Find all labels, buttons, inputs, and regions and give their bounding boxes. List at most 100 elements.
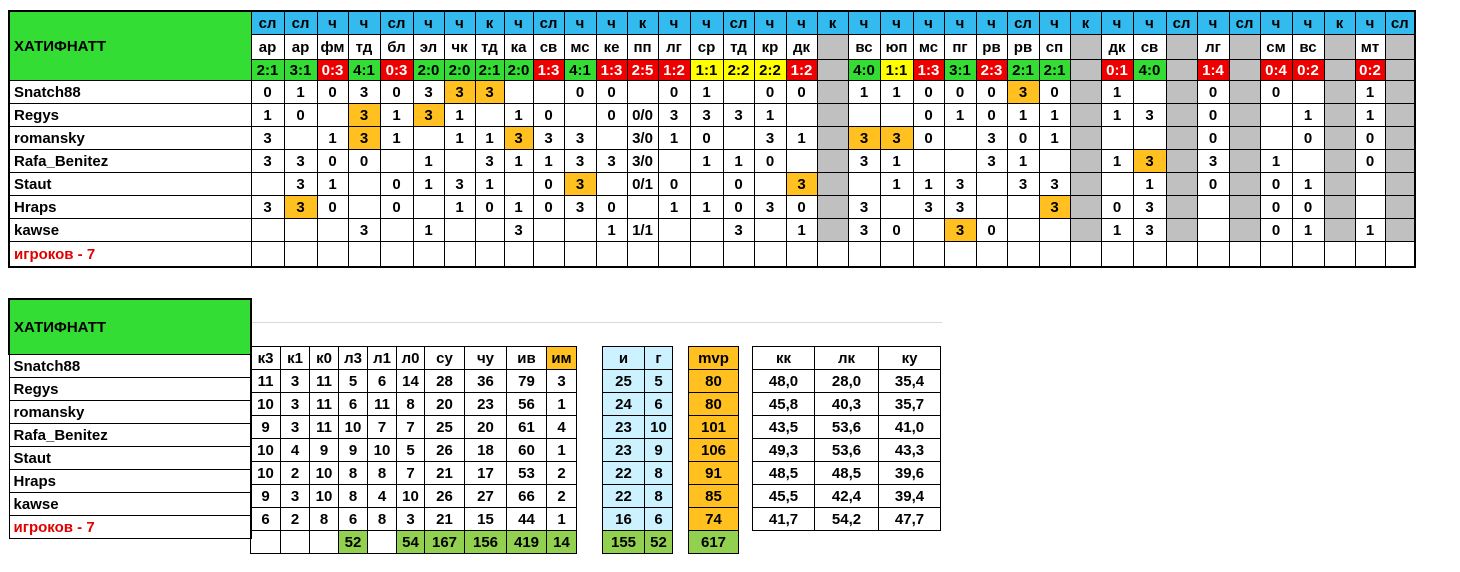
stats-total: 167 [424, 530, 465, 554]
stats-cell: 56 [506, 392, 547, 416]
match-opponent: эл [412, 34, 445, 60]
player-match-points: 1 [657, 195, 691, 219]
match-score: 4:0 [1132, 59, 1167, 81]
stats-cell: 10 [338, 415, 368, 439]
match-opponent [1165, 34, 1198, 60]
match-score: 2:1 [1006, 59, 1040, 81]
player-match-points: 3 [443, 80, 476, 104]
player-row: Hraps 3 3 0 0 1 0 1 0 3 0 1 1 0 3 0 3 3 3 3 0 3 0 0 [8, 195, 1416, 219]
player-name: Staut [8, 172, 252, 196]
player-match-points: 3 [347, 80, 381, 104]
player-match-points [1165, 218, 1198, 242]
match-opponent: вс [1291, 34, 1325, 60]
player-match-points [1069, 218, 1102, 242]
match-opponent: рв [975, 34, 1008, 60]
stats-cell: 2 [546, 461, 577, 485]
player-match-points: 3 [722, 103, 755, 127]
match-score: 3:1 [283, 59, 318, 81]
match-score [816, 59, 849, 81]
player-match-points [1165, 103, 1198, 127]
player-match-points: 3 [1006, 80, 1040, 104]
stats-cell: 28 [424, 369, 465, 393]
stats-cell: 11 [309, 392, 339, 416]
player-match-points [503, 80, 534, 104]
match-score: 2:0 [412, 59, 445, 81]
player-match-points: 0 [532, 172, 565, 196]
match-type: ч [879, 10, 914, 35]
player-match-points [1384, 172, 1416, 196]
player-match-points: 1 [943, 103, 977, 127]
player-match-points [1100, 126, 1134, 150]
player-match-points: 0 [379, 172, 414, 196]
stats-cell: 11 [309, 415, 339, 439]
match-type: ч [1132, 10, 1167, 35]
player-match-points [1069, 195, 1102, 219]
player-name-summary: Staut [8, 446, 252, 470]
stats-cell: 8 [309, 507, 339, 531]
stats-cell: 15 [464, 507, 507, 531]
player-match-points [1291, 80, 1325, 104]
match-type: сл [1384, 10, 1416, 35]
coef-cell: 40,3 [814, 392, 879, 416]
match-type: ч [563, 10, 597, 35]
player-match-points [689, 172, 724, 196]
match-type: ч [785, 10, 818, 35]
player-match-points [879, 195, 914, 219]
games-header: г [644, 346, 673, 370]
coef-cell: 45,5 [752, 484, 815, 508]
player-match-points [1038, 149, 1071, 173]
player-match-points [975, 172, 1008, 196]
stats-cell: 4 [280, 438, 310, 462]
footer-cell [1006, 241, 1040, 268]
match-score: 2:1 [250, 59, 285, 81]
player-match-points: 3 [532, 126, 565, 150]
player-match-points: 0 [753, 149, 787, 173]
player-match-points [722, 80, 755, 104]
stats-cell: 3 [546, 369, 577, 393]
player-match-points [347, 172, 381, 196]
match-type: ч [943, 10, 977, 35]
games-total: 52 [644, 530, 673, 554]
player-match-points [595, 126, 628, 150]
player-match-points: 0 [316, 80, 349, 104]
player-match-points [563, 103, 597, 127]
player-match-points: 0 [975, 80, 1008, 104]
player-row: Regys 1 0 3 1 3 1 1 0 0 0/0 3 3 3 1 0 1 0 1 1 1 3 0 1 1 [8, 103, 1416, 127]
coef-cell: 53,6 [814, 438, 879, 462]
player-match-points: 3 [563, 126, 597, 150]
player-match-points [1323, 172, 1356, 196]
player-match-points [1384, 126, 1416, 150]
coef-cell: 41,7 [752, 507, 815, 531]
games-total: 155 [602, 530, 645, 554]
match-opponent: бл [379, 34, 414, 60]
match-opponent [1384, 34, 1416, 60]
player-match-points [1069, 126, 1102, 150]
player-match-points: 1 [1354, 218, 1386, 242]
footer-cell [879, 241, 914, 268]
games-goals-table: и г 25 5 24 6 23 10 23 9 22 8 22 8 16 6 155 52 [602, 346, 673, 554]
match-score [1069, 59, 1102, 81]
player-match-points [1323, 103, 1356, 127]
player-match-points: 0 [912, 80, 945, 104]
match-opponent: ка [503, 34, 534, 60]
player-match-points [347, 195, 381, 219]
player-match-points: 0 [474, 195, 505, 219]
stats-cell: 5 [396, 438, 425, 462]
mvp-cell: 80 [688, 369, 739, 393]
player-name: kawse [8, 218, 252, 242]
player-match-points: 1 [250, 103, 285, 127]
games-cell: 23 [602, 415, 645, 439]
player-match-points [1006, 218, 1040, 242]
match-grid: ХАТИФНАТТ сл сл ч ч сл ч ч к ч сл ч ч к ч ч сл ч ч к ч ч ч ч ч сл… [8, 10, 1416, 268]
player-match-points: 3 [847, 195, 881, 219]
player-row: kawse 3 1 3 1 1/1 3 1 3 0 3 0 1 3 0 1 1 [8, 218, 1416, 242]
player-match-points: 3 [689, 103, 724, 127]
player-name-summary: Snatch88 [8, 354, 252, 378]
footer-cell [316, 241, 349, 268]
match-score: 2:1 [474, 59, 505, 81]
player-match-points: 0 [1259, 195, 1293, 219]
stats-cell: 61 [506, 415, 547, 439]
player-match-points [847, 172, 881, 196]
player-match-points: 1 [1100, 80, 1134, 104]
player-match-points: 1 [879, 149, 914, 173]
